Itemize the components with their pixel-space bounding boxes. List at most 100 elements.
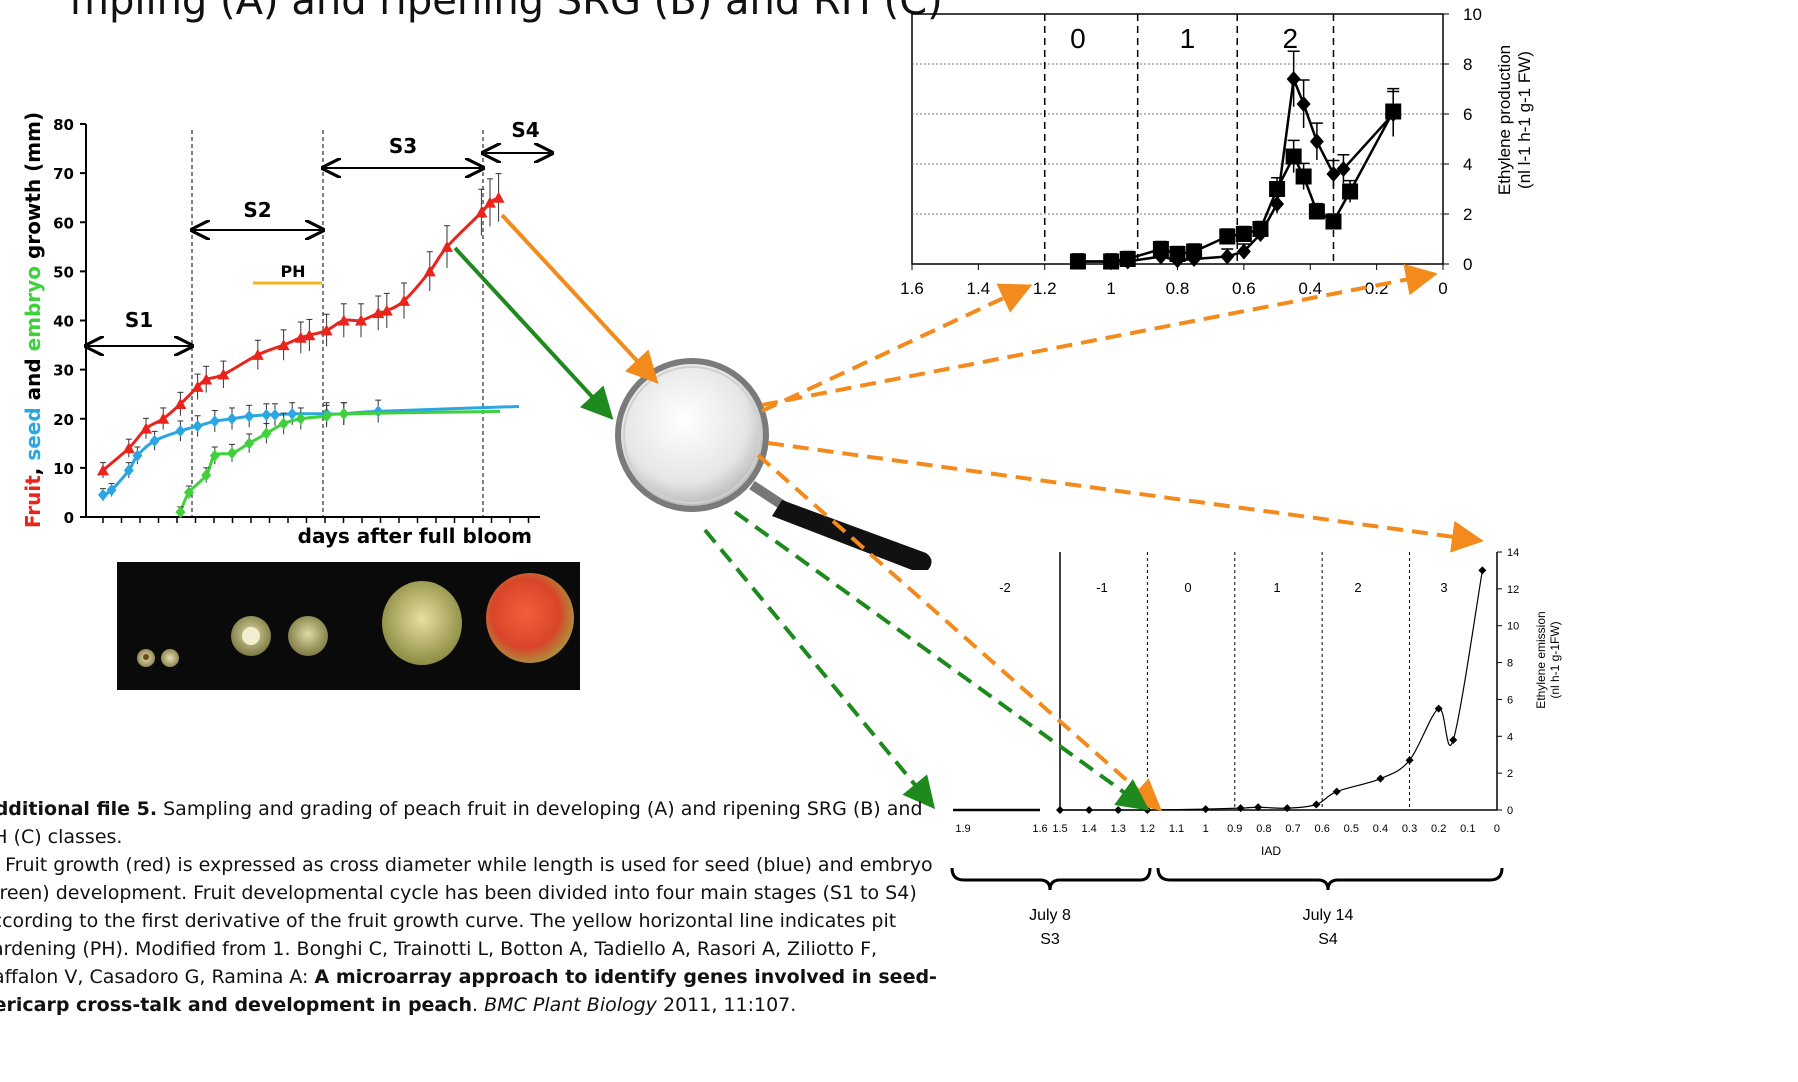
- data-point-square: [1295, 168, 1312, 185]
- data-point-emission: [1201, 805, 1210, 814]
- y-tick-label: 70: [53, 165, 74, 183]
- data-point-seed: [123, 464, 134, 477]
- data-point-fruit: [157, 412, 170, 424]
- data-point-emission: [1312, 800, 1321, 809]
- data-point-fruit: [174, 398, 187, 410]
- data-point-fruit: [423, 265, 436, 277]
- series-line-diamond: [1077, 74, 1395, 263]
- data-point-seed: [287, 407, 298, 420]
- data-point-embryo: [201, 469, 212, 482]
- x-tick-label: 0.1: [1460, 823, 1475, 835]
- y-tick-label: 6: [1463, 105, 1472, 124]
- magnifier-icon: [615, 358, 932, 570]
- x-tick-label: 0.9: [1227, 823, 1242, 835]
- data-point-diamond: [1220, 248, 1235, 265]
- caption-body: A: Fruit growth (red) is expressed as cr…: [0, 854, 933, 988]
- x-tick-label: 1.4: [967, 279, 991, 298]
- data-point-emission: [1114, 806, 1123, 814]
- data-point-seed: [192, 420, 203, 433]
- data-point-seed: [244, 410, 255, 423]
- class-label: 1: [1180, 23, 1196, 54]
- y-tick-label: 14: [1507, 547, 1519, 559]
- caption-title: Additional file 5.: [0, 798, 158, 820]
- data-point-embryo: [227, 447, 237, 460]
- x-tick-label: 0.8: [1166, 279, 1190, 298]
- data-point-emission: [1143, 806, 1152, 814]
- data-point-square: [1269, 181, 1286, 197]
- data-point-fruit: [355, 314, 367, 326]
- data-point-embryo: [295, 412, 306, 425]
- class-label: -2: [999, 580, 1011, 595]
- data-point-square: [1219, 228, 1236, 245]
- y-axis-label: Ethylene production(nl l-1 h-1 g-1 FW): [1495, 45, 1534, 195]
- data-point-emission: [1434, 704, 1443, 713]
- y-tick-label: 4: [1507, 731, 1513, 743]
- data-point-emission: [1405, 756, 1414, 765]
- y-tick-label: 0: [1463, 255, 1472, 274]
- x-tick-label: 1.6: [1032, 823, 1047, 835]
- data-point-fruit: [441, 240, 453, 252]
- growth-chart: 0 10 20 30 40 50 60 70 80 Fruit, seed and embryo …: [21, 112, 550, 548]
- caption-journal: BMC Plant Biology: [484, 994, 657, 1016]
- data-point-embryo: [209, 449, 220, 462]
- y-tick-label: 10: [1463, 5, 1482, 24]
- y-tick-label: 12: [1507, 584, 1519, 596]
- y-tick-label: 0: [64, 509, 74, 527]
- y-axis-label: Fruit, seed and embryo growth (mm): [21, 112, 45, 528]
- data-point-fruit: [200, 373, 213, 385]
- data-point-square: [1342, 183, 1359, 200]
- y-tick-label: 8: [1507, 658, 1513, 670]
- y-tick-label: 10: [1507, 621, 1519, 633]
- x-tick-label: 1.9: [955, 823, 970, 835]
- series-line-emission: [1060, 570, 1483, 811]
- x-tick-label: 1.2: [1140, 823, 1155, 835]
- series-line-square: [1077, 110, 1395, 263]
- stage-label: S4: [511, 118, 539, 142]
- data-point-emission: [1332, 787, 1341, 796]
- data-point-embryo: [321, 410, 332, 423]
- x-tick-label: 1.6: [900, 279, 924, 298]
- data-point-diamond: [1286, 71, 1301, 87]
- class-label: 2: [1354, 580, 1361, 595]
- data-point-emission: [1449, 735, 1458, 744]
- x-tick-label: 0: [1438, 279, 1447, 298]
- data-point-emission: [1056, 806, 1064, 814]
- data-point-square: [1169, 246, 1186, 262]
- stage-label: S1: [125, 308, 153, 332]
- x-tick-label: 1.4: [1081, 823, 1096, 835]
- peach-photo: [117, 562, 580, 690]
- caption-title-rest: Sampling and grading of peach fruit in d…: [0, 798, 923, 848]
- x-tick-label: 1.2: [1033, 279, 1057, 298]
- class-label: 0: [1184, 580, 1191, 595]
- data-point-seed: [270, 408, 280, 421]
- data-point-square: [1103, 253, 1120, 270]
- data-point-diamond: [1309, 133, 1324, 150]
- x-tick-label: 0: [1494, 823, 1500, 835]
- stage-label: S3: [389, 134, 417, 158]
- data-point-emission: [1283, 804, 1292, 813]
- data-point-embryo: [261, 427, 272, 440]
- data-point-fruit: [217, 368, 230, 380]
- data-point-emission: [1085, 806, 1094, 814]
- class-label: -1: [1096, 580, 1108, 595]
- class-label: 2: [1283, 23, 1299, 54]
- data-point-seed: [132, 449, 143, 462]
- y-tick-label: 2: [1507, 768, 1513, 780]
- y-tick-label: 8: [1463, 55, 1472, 74]
- y-tick-label: 50: [53, 263, 74, 281]
- data-point-square: [1119, 251, 1136, 267]
- data-point-emission: [1376, 774, 1385, 783]
- data-point-square: [1325, 213, 1342, 230]
- y-tick-label: 60: [53, 214, 74, 232]
- data-point-embryo: [244, 437, 255, 450]
- x-tick-label: 0.6: [1232, 279, 1256, 298]
- y-tick-label: 4: [1463, 155, 1472, 174]
- data-point-square: [1186, 243, 1203, 260]
- data-point-embryo: [278, 417, 289, 430]
- data-point-fruit: [97, 464, 109, 476]
- data-point-seed: [98, 488, 108, 501]
- class-label: 0: [1070, 23, 1086, 54]
